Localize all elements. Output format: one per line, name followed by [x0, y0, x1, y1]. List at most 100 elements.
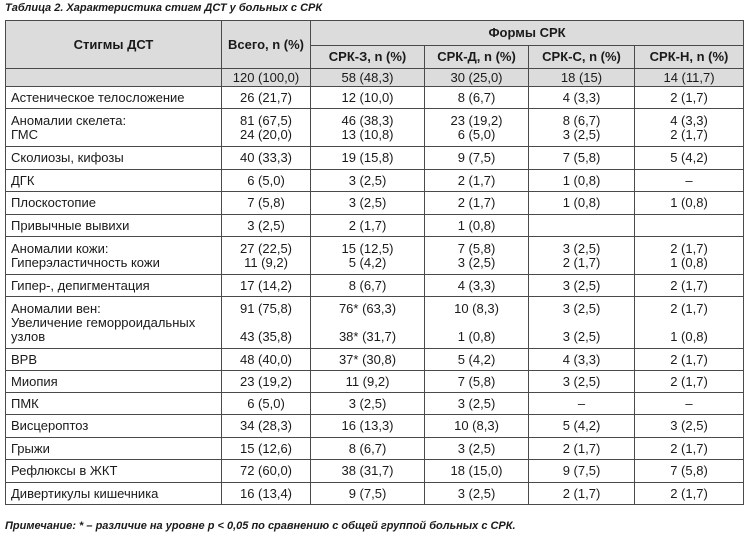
cell-line: 13 (10,8): [341, 126, 394, 142]
cell-line: Увеличение геморроидальных: [11, 314, 196, 330]
table-row: Плоскостопие 7 (5,8) 3 (2,5) 2 (1,7) 1 (0,8)…: [5, 191, 745, 215]
value-srk-s: 4 (3,3): [528, 86, 635, 109]
cell-line: 26 (21,7): [239, 89, 293, 105]
header-srk-d: СРК-Д, n (%): [424, 45, 529, 69]
cell-line: узлов: [11, 328, 46, 344]
cell-line: 48 (40,0): [239, 351, 293, 367]
cell-line: 3 (2,5): [457, 440, 496, 456]
cell-line: 15 (12,5): [341, 240, 394, 256]
cell-line: 72 (60,0): [239, 463, 293, 478]
table-body: Астеническое телосложение 26 (21,7) 12 (10…: [5, 86, 745, 505]
cell-line: 2 (1,7): [670, 485, 708, 501]
cell-line: 17 (14,2): [239, 277, 293, 293]
cell-line: [639, 219, 739, 233]
cell-line: 2 (1,7): [562, 440, 601, 456]
totals-label-cell: [5, 68, 222, 87]
value-srk-z: 2 (1,7): [310, 214, 425, 237]
stigma-name: Сколиозы, кифозы: [5, 146, 222, 170]
value-total: 7 (5,8): [221, 191, 311, 215]
cell-line: ДГК: [11, 172, 35, 188]
cell-line: 2 (1,7): [670, 300, 708, 316]
cell-line: 4 (3,3): [670, 112, 708, 128]
cell-line: 16 (13,4): [239, 485, 293, 501]
cell-line: –: [685, 395, 693, 411]
cell-line: 3 (2,5): [457, 485, 496, 501]
table-row: Дивертикулы кишечника 16 (13,4) 9 (7,5) 3 (…: [5, 482, 745, 505]
table-row: ВРВ 48 (40,0) 37* (30,8) 5 (4,2) 4 (3,3) 2 (1…: [5, 348, 745, 371]
value-srk-d: 18 (15,0): [424, 459, 529, 483]
value-srk-s: 1 (0,8): [528, 169, 635, 192]
cell-line: ВРВ: [11, 351, 38, 367]
table-row: Сколиозы, кифозы 40 (33,3) 19 (15,8) 9 (7,5…: [5, 146, 745, 170]
cell-line: 2 (1,7): [670, 277, 708, 293]
value-total: 3 (2,5): [221, 214, 311, 237]
cell-line: Миопия: [11, 373, 58, 389]
value-srk-s: 2 (1,7): [528, 437, 635, 460]
cell-line: 9 (7,5): [348, 485, 387, 501]
totals-srk-n: 14 (11,7): [633, 68, 745, 87]
cell-line: [226, 316, 306, 330]
cell-line: 43 (35,8): [239, 328, 293, 344]
cell-line: 1 (0,8): [670, 328, 708, 344]
cell-line: 5 (4,2): [457, 351, 496, 367]
value-srk-d: 23 (19,2) 6 (5,0): [424, 108, 529, 147]
value-total: 26 (21,7): [221, 86, 311, 109]
value-srk-n: 4 (3,3) 2 (1,7): [633, 108, 745, 147]
value-srk-d: 2 (1,7): [424, 191, 529, 215]
cell-line: 23 (19,2): [239, 373, 293, 389]
table-row: ДГК 6 (5,0) 3 (2,5) 2 (1,7) 1 (0,8) –: [5, 169, 745, 192]
cell-line: 46 (38,3): [341, 112, 394, 128]
value-srk-z: 19 (15,8): [310, 146, 425, 170]
cell-line: 23 (19,2): [450, 112, 503, 128]
cell-line: 16 (13,3): [341, 418, 394, 433]
value-total: 6 (5,0): [221, 169, 311, 192]
cell-line: 2 (1,7): [562, 485, 601, 501]
header-srk-z: СРК-З, n (%): [310, 45, 425, 69]
cell-line: 8 (6,7): [348, 277, 387, 293]
cell-line: 2 (1,7): [457, 172, 496, 188]
value-total: 40 (33,3): [221, 146, 311, 170]
stigma-name: Аномалии вен: Увеличение геморроидальных у…: [5, 296, 222, 349]
cell-line: –: [685, 172, 693, 188]
stigma-name: Миопия: [5, 370, 222, 393]
cell-line: 2 (1,7): [348, 217, 387, 233]
value-srk-z: 3 (2,5): [310, 392, 425, 415]
cell-line: [639, 316, 739, 330]
stigma-name: Гипер-, депигментация: [5, 274, 222, 297]
cell-line: 6 (5,0): [247, 395, 285, 411]
value-srk-s: [528, 214, 635, 237]
cell-line: 40 (33,3): [239, 150, 293, 165]
value-srk-n: 2 (1,7) 1 (0,8): [633, 236, 745, 275]
value-total: 91 (75,8) 43 (35,8): [221, 296, 311, 349]
value-srk-z: 76* (63,3) 38* (31,7): [310, 296, 425, 349]
cell-line: 1 (0,8): [562, 195, 601, 210]
cell-line: 38* (31,7): [338, 328, 397, 344]
value-srk-n: 7 (5,8): [633, 459, 745, 483]
cell-line: 6 (5,0): [457, 126, 496, 142]
cell-line: 2 (1,7): [670, 126, 708, 142]
table-caption: Таблица 2. Характеристика стигм ДСТ у бо…: [5, 2, 323, 14]
cell-line: 37* (30,8): [338, 351, 397, 367]
table-row: Висцероптоз 34 (28,3) 16 (13,3) 10 (8,3) 5 (…: [5, 414, 745, 438]
cell-line: 3 (2,5): [457, 395, 496, 411]
cell-line: 7 (5,8): [562, 150, 601, 165]
header-stigma: Стигмы ДСТ: [5, 20, 222, 69]
value-total: 15 (12,6): [221, 437, 311, 460]
table-row: Миопия 23 (19,2) 11 (9,2) 7 (5,8) 3 (2,5) 2 (…: [5, 370, 745, 393]
cell-line: 3 (2,5): [562, 373, 601, 389]
value-srk-z: 3 (2,5): [310, 191, 425, 215]
cell-line: 38 (31,7): [341, 463, 394, 478]
value-srk-n: –: [633, 169, 745, 192]
stigma-name: Плоскостопие: [5, 191, 222, 215]
table-row: Гипер-, депигментация 17 (14,2) 8 (6,7) 4 (…: [5, 274, 745, 297]
cell-line: Дивертикулы кишечника: [11, 485, 159, 501]
table-row: Привычные вывихи 3 (2,5) 2 (1,7) 1 (0,8): [5, 214, 745, 237]
cell-line: 7 (5,8): [670, 463, 708, 478]
stigma-name: Аномалии кожи: Гиперэластичность кожи: [5, 236, 222, 275]
value-srk-d: 2 (1,7): [424, 169, 529, 192]
cell-line: 19 (15,8): [341, 150, 394, 165]
value-srk-z: 3 (2,5): [310, 169, 425, 192]
cell-line: 10 (8,3): [454, 300, 499, 316]
cell-line: 81 (67,5): [239, 112, 293, 128]
value-srk-s: 4 (3,3): [528, 348, 635, 371]
